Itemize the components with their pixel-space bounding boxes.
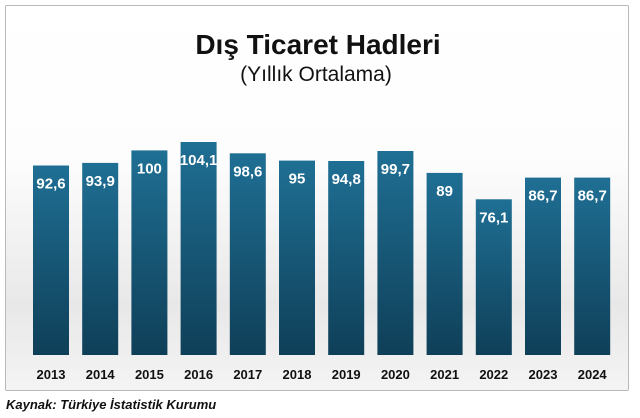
x-tick-label-2016: 2016 [184, 367, 213, 382]
x-tick-label-2013: 2013 [37, 367, 66, 382]
value-label-2013: 92,6 [36, 176, 65, 193]
x-tick-label-2018: 2018 [283, 367, 312, 382]
source-note: Kaynak: Türkiye İstatistik Kurumu [6, 397, 217, 412]
value-label-2014: 93,9 [86, 173, 115, 190]
bar-2020 [377, 151, 414, 355]
value-labels-layer: 92,6 93,9 100 104,1 98,6 95 94,8 99,7 89 76,1 86,7… [36, 152, 606, 226]
bar-2023 [525, 177, 561, 355]
bar-2017 [229, 153, 266, 355]
x-tick-label-2017: 2017 [233, 367, 262, 382]
value-label-2019: 94,8 [332, 171, 361, 188]
value-label-2016: 104,1 [180, 152, 218, 169]
x-tick-label-2019: 2019 [332, 367, 361, 382]
value-label-2024: 86,7 [578, 188, 607, 205]
bar-2021 [426, 172, 463, 355]
chart-subtitle: (Yıllık Ortalama) [240, 63, 392, 86]
value-label-2023: 86,7 [528, 188, 557, 205]
bar-2016 [180, 142, 217, 355]
value-label-2017: 98,6 [233, 163, 262, 180]
x-tick-label-2024: 2024 [578, 367, 608, 382]
bar-2019 [328, 161, 365, 355]
value-label-2018: 95 [289, 171, 306, 188]
bar-2014 [82, 162, 119, 355]
bar-2013 [33, 165, 69, 355]
value-label-2015: 100 [137, 160, 162, 177]
bar-chart: Dış Ticaret Hadleri (Yıllık Ortalama) 92… [33, 29, 611, 382]
chart-title: Dış Ticaret Hadleri [195, 29, 440, 60]
x-tick-label-2023: 2023 [529, 367, 558, 382]
x-tick-label-2020: 2020 [381, 367, 410, 382]
value-label-2022: 76,1 [479, 209, 508, 226]
bar-2015 [131, 150, 168, 355]
x-axis-ticks: 2013 2014 2015 2016 2017 2018 2019 2020 2021 2022… [37, 367, 608, 382]
x-tick-label-2021: 2021 [430, 367, 459, 382]
chart-frame: Dış Ticaret Hadleri (Yıllık Ortalama) 92… [5, 5, 629, 391]
bar-2018 [279, 160, 315, 355]
bar-2022 [475, 199, 512, 355]
x-tick-label-2014: 2014 [86, 367, 116, 382]
bars-layer [33, 142, 611, 355]
value-label-2020: 99,7 [381, 161, 410, 178]
x-tick-label-2022: 2022 [479, 367, 508, 382]
bar-2024 [574, 177, 611, 355]
value-label-2021: 89 [436, 183, 453, 200]
x-tick-label-2015: 2015 [135, 367, 164, 382]
